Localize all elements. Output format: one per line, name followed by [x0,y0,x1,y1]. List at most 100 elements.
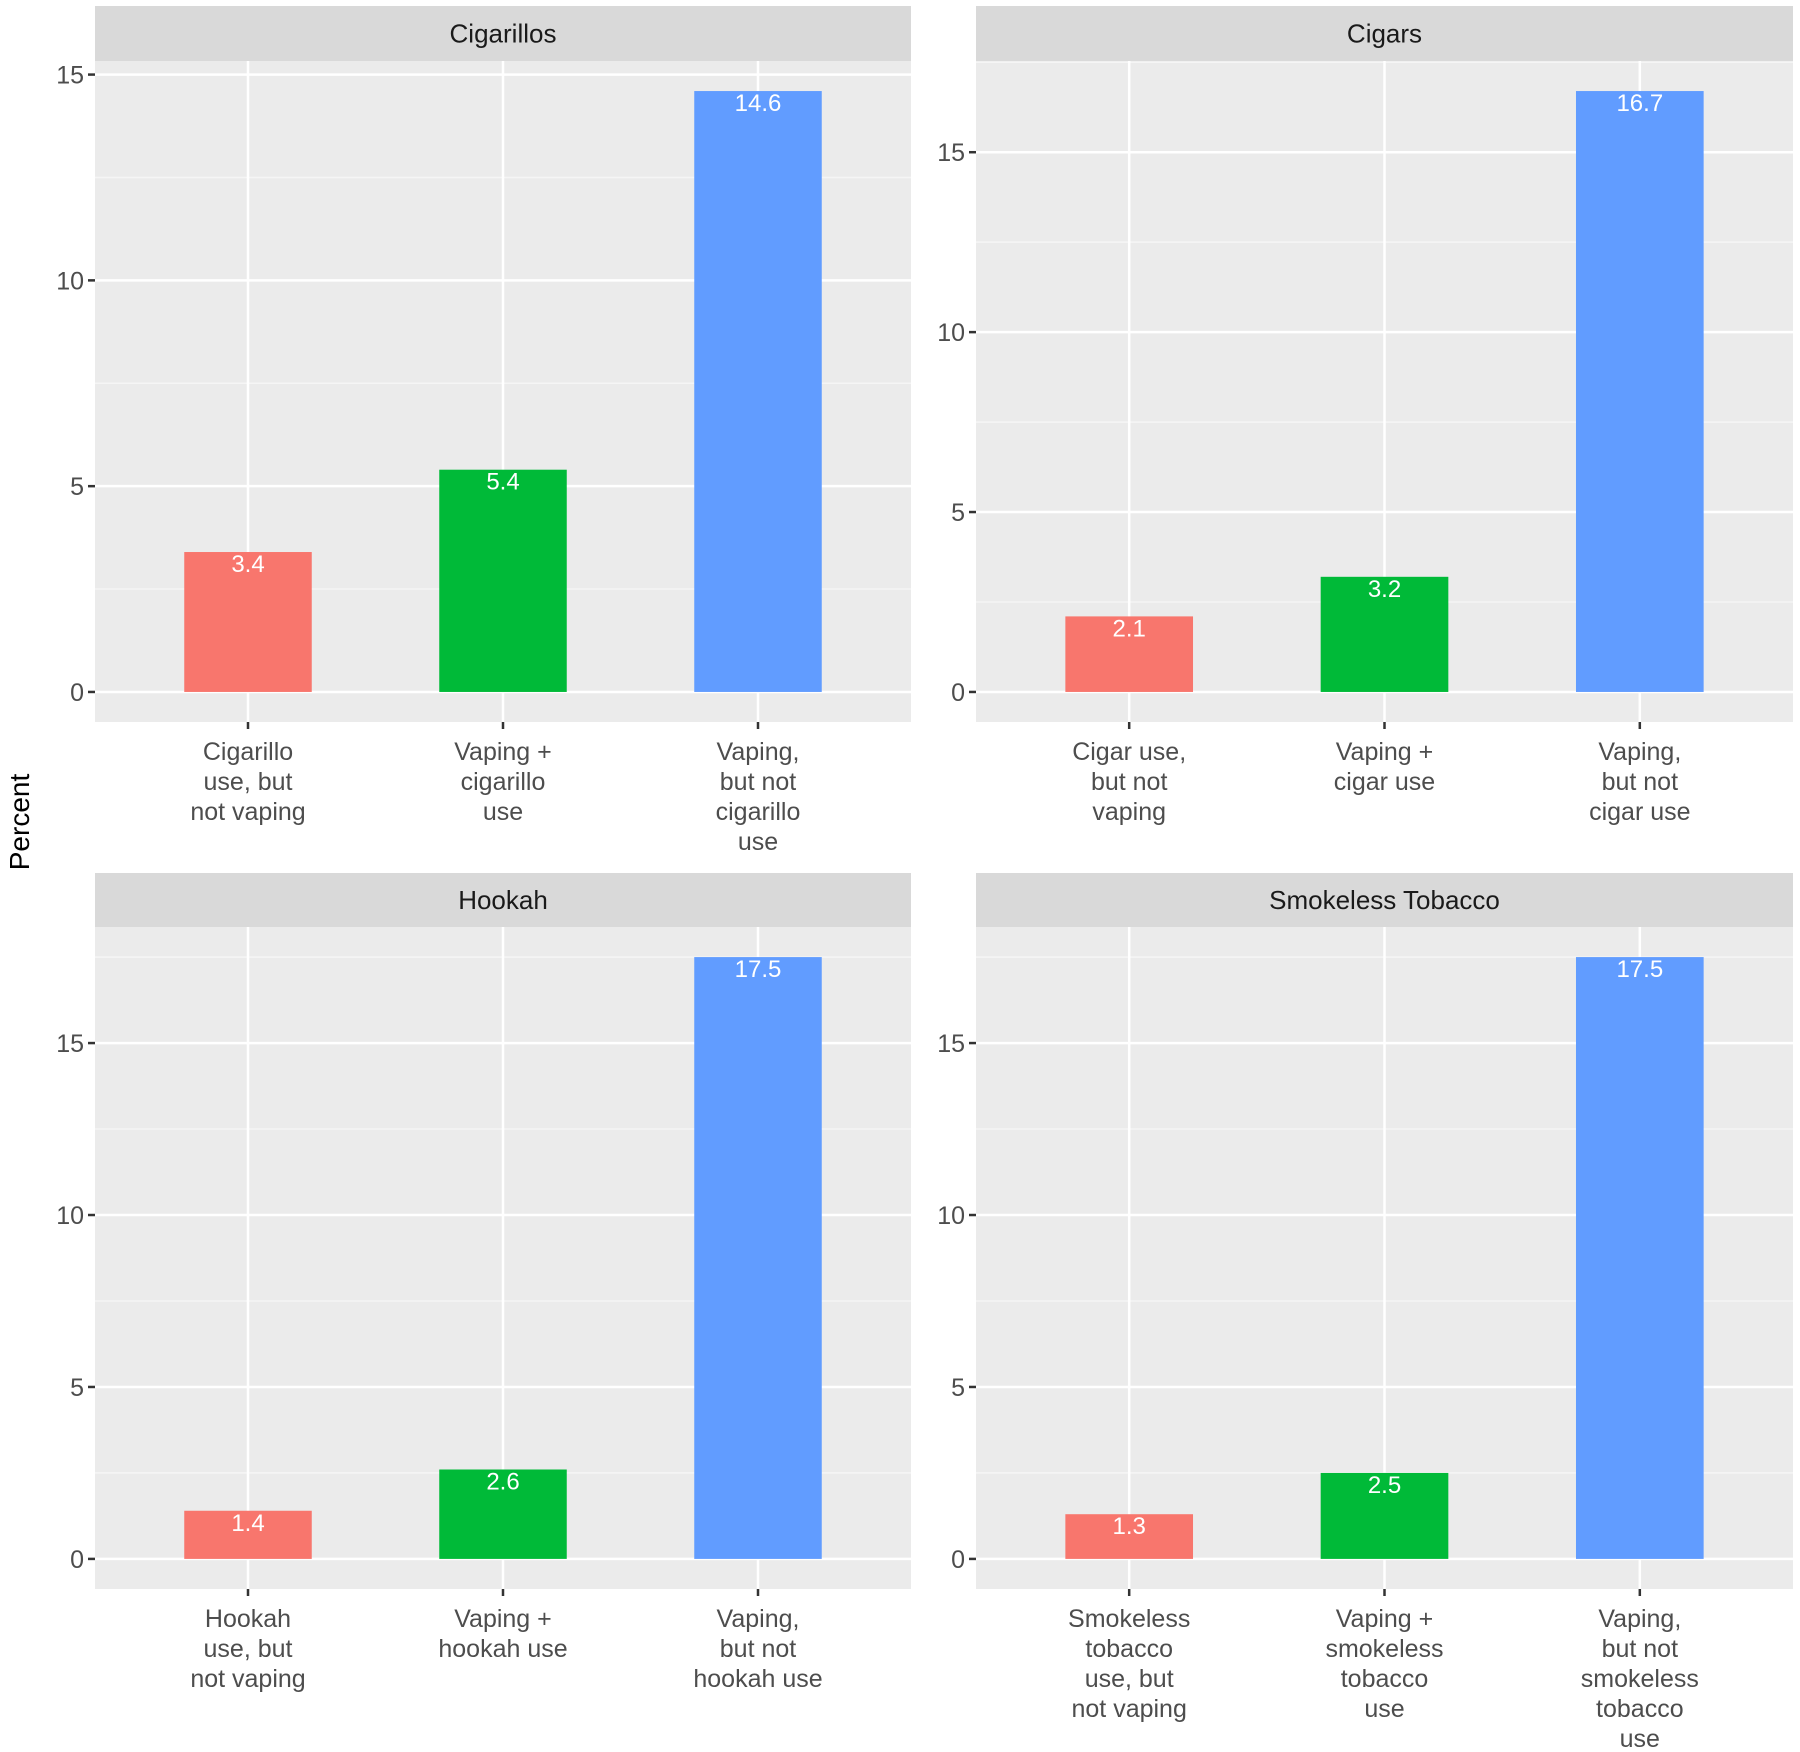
y-tick-label: 0 [951,679,965,707]
facet-title: Cigars [1347,19,1422,49]
y-tick-label: 0 [70,1546,84,1574]
bar-value-label: 1.4 [231,1510,264,1537]
y-tick-label: 15 [56,1030,84,1058]
x-tick-label-line: Vaping + [1336,1605,1434,1633]
panel-cigarillos: Cigarillos 0 5 10 15 3.4 Cigarillo use, but not … [56,6,911,856]
x-tick-label-line: Vaping, [1598,738,1681,766]
x-tick-label-line: use, but [204,768,293,796]
bar [1575,91,1704,692]
x-tick-label-line: cigar use [1334,768,1435,796]
y-tick-label: 5 [951,499,965,527]
x-tick-label-line: hookah use [693,1665,822,1693]
x-tick-label-line: use [1620,1725,1660,1752]
bar [184,1510,312,1559]
bar-value-label: 1.3 [1113,1513,1146,1540]
x-tick-label-line: cigarillo [716,798,801,826]
x-tick-label-line: Cigar use, [1072,738,1186,766]
x-tick-label-line: vaping [1092,798,1166,826]
bar-value-label: 3.2 [1368,576,1401,603]
x-tick-label: Vaping + cigarillo use [454,738,552,826]
bar [694,957,822,1559]
x-tick-label-line: Vaping, [717,738,800,766]
bar [1575,957,1704,1559]
x-tick-label: Vaping, but not hookah use [693,1605,822,1693]
y-tick-label: 15 [56,62,84,90]
bar [439,1469,567,1559]
facet-title: Hookah [458,885,548,915]
x-tick-label: Vaping + hookah use [438,1605,567,1663]
bar-value-label: 17.5 [735,956,782,983]
bar [1065,616,1194,692]
x-tick-label-line: smokeless [1325,1635,1443,1663]
bar-value-label: 17.5 [1616,956,1663,983]
x-tick-label-line: Vaping + [454,1605,552,1633]
x-tick-label-line: not vaping [190,798,305,826]
y-tick-label: 5 [70,473,84,501]
x-tick-label: Vaping, but not smokeless tobacco use [1581,1605,1699,1752]
bar-value-label: 16.7 [1616,90,1663,117]
y-axis-label: Percent [4,774,35,871]
bar-value-label: 2.1 [1113,615,1146,642]
y-tick-label: 10 [56,1202,84,1230]
bar [184,552,312,692]
x-tick-label-line: tobacco [1596,1695,1684,1723]
x-tick-label: Cigarillo use, but not vaping [190,738,305,826]
x-tick-label: Vaping, but not cigarillo use [716,738,801,856]
x-tick-label-line: use, but [1085,1665,1174,1693]
y-tick-label: 0 [951,1546,965,1574]
facet-title: Smokeless Tobacco [1269,885,1500,915]
x-tick-label-line: Vaping, [717,1605,800,1633]
x-tick-label-line: but not [1602,1635,1679,1663]
y-tick-label: 5 [951,1374,965,1402]
bar-value-label: 2.6 [486,1468,519,1495]
x-tick-label-line: use, but [204,1635,293,1663]
y-tick-label: 15 [937,139,965,167]
x-tick-label: Smokeless tobacco use, but not vaping [1068,1605,1190,1723]
x-tick-label: Cigar use, but not vaping [1072,738,1186,826]
x-tick-label-line: Vaping + [454,738,552,766]
bar-value-label: 3.4 [231,551,264,578]
y-tick-label: 10 [937,319,965,347]
bar-value-label: 2.5 [1368,1472,1401,1499]
x-tick-label-line: tobacco [1085,1635,1173,1663]
x-tick-label-line: Vaping, [1598,1605,1681,1633]
x-tick-label-line: use [483,798,523,826]
x-tick-label-line: smokeless [1581,1665,1699,1693]
x-tick-label-line: tobacco [1341,1665,1429,1693]
x-tick-label-line: use [1364,1695,1404,1723]
y-tick-label: 10 [56,267,84,295]
y-tick-label: 15 [937,1030,965,1058]
y-tick-label: 10 [937,1202,965,1230]
y-tick-label: 5 [70,1374,84,1402]
x-tick-label-line: not vaping [190,1665,305,1693]
x-tick-label-line: Hookah [205,1605,291,1633]
x-tick-label-line: cigarillo [461,768,546,796]
facet-strip [95,6,911,61]
facet-strip [95,873,911,927]
x-tick-label-line: hookah use [438,1635,567,1663]
x-tick-label-line: but not [720,1635,797,1663]
x-tick-label: Vaping, but not cigar use [1589,738,1690,826]
x-tick-label: Vaping + cigar use [1334,738,1435,796]
bar [439,469,567,692]
facet-title: Cigarillos [450,19,557,49]
x-tick-label-line: cigar use [1589,798,1690,826]
bar [1065,1514,1194,1559]
bar [1320,1472,1449,1559]
y-tick-label: 0 [70,679,84,707]
x-tick-label: Hookah use, but not vaping [190,1605,305,1693]
bar-value-label: 5.4 [486,469,519,496]
bar [1320,576,1449,692]
x-tick-label-line: Smokeless [1068,1605,1190,1633]
bar-value-label: 14.6 [735,90,782,117]
x-tick-label-line: Vaping + [1336,738,1434,766]
x-tick-label-line: but not [720,768,797,796]
x-tick-label-line: but not [1091,768,1168,796]
x-tick-label-line: Cigarillo [203,738,293,766]
facet-strip [976,6,1793,61]
x-tick-label-line: but not [1602,768,1679,796]
x-tick-label-line: use [738,828,778,856]
